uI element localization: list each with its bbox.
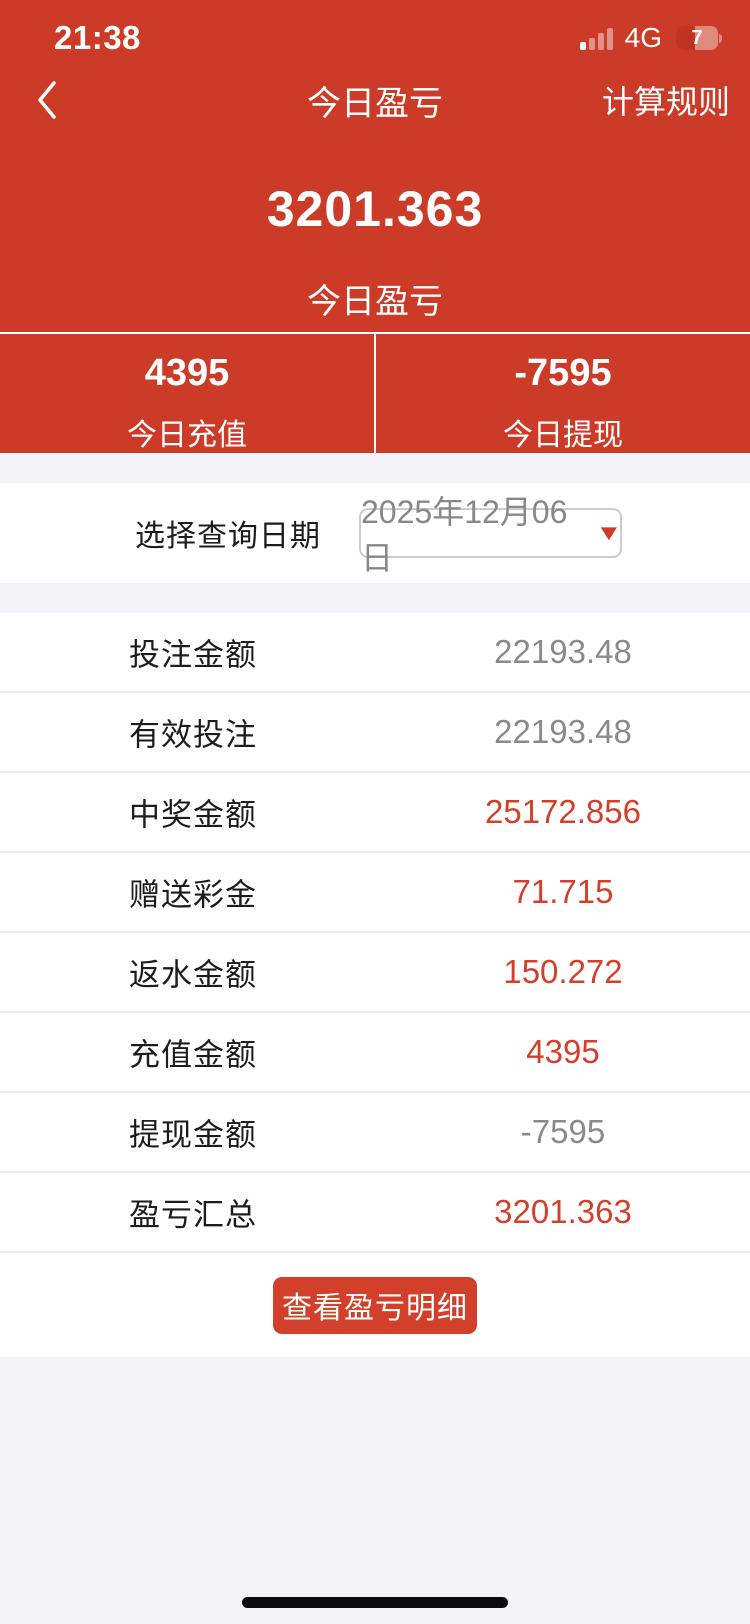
- view-profit-details-button[interactable]: 查看盈亏明细: [273, 1276, 477, 1334]
- row-label: 充值金额: [129, 1037, 257, 1073]
- battery-percent: 7: [691, 26, 703, 49]
- today-deposit-label: 今日充值: [127, 419, 247, 452]
- row-value: 150.272: [503, 953, 623, 990]
- today-deposit-value: 4395: [144, 352, 230, 394]
- today-deposit-cell: 4395 今日充值: [0, 334, 376, 453]
- network-type-label: 4G: [624, 22, 662, 53]
- home-indicator[interactable]: [242, 1597, 508, 1608]
- today-profit-label: 今日盈亏: [307, 283, 443, 321]
- row-value: 22193.48: [494, 633, 632, 670]
- battery-fill: [676, 26, 695, 50]
- today-withdrawal-cell: -7595 今日提现: [376, 334, 750, 453]
- section-divider: [0, 583, 750, 613]
- row-value: -7595: [520, 1113, 606, 1150]
- clock: 21:38: [54, 19, 141, 56]
- back-button[interactable]: [36, 76, 76, 124]
- table-row: 提现金额 -7595: [0, 1093, 750, 1173]
- row-label: 返水金额: [129, 957, 257, 993]
- header: 21:38 4G 7 今日盈亏 计算规则 3201.363 今日盈亏 4395 …: [0, 0, 750, 453]
- nav-bar: 今日盈亏 计算规则: [0, 62, 750, 138]
- today-withdrawal-label: 今日提现: [503, 419, 623, 452]
- selected-date: 2025年12月06日: [361, 494, 568, 576]
- table-row: 赠送彩金 71.715: [0, 853, 750, 933]
- table-row: 返水金额 150.272: [0, 933, 750, 1013]
- row-label: 中奖金额: [129, 797, 257, 833]
- battery-icon: 7: [676, 26, 722, 50]
- button-section: 查看盈亏明细: [0, 1253, 750, 1357]
- today-profit-amount: 3201.363: [266, 181, 484, 237]
- row-value: 71.715: [512, 873, 614, 910]
- signal-strength-icon: [579, 26, 613, 50]
- row-label: 投注金额: [129, 637, 257, 673]
- date-filter-row: 选择查询日期 2025年12月06日 ▼: [0, 483, 750, 583]
- battery-nub: [719, 33, 722, 43]
- status-icons: 4G 7: [579, 22, 722, 54]
- table-row: 中奖金额 25172.856: [0, 773, 750, 853]
- section-divider: [0, 453, 750, 483]
- date-picker-dropdown[interactable]: 2025年12月06日 ▼: [359, 494, 623, 576]
- table-row: 投注金额 22193.48: [0, 613, 750, 693]
- stats-row: 4395 今日充值 -7595 今日提现: [0, 332, 750, 453]
- row-value: 22193.48: [494, 713, 632, 750]
- row-value: 25172.856: [485, 793, 641, 830]
- row-value: 4395: [526, 1033, 600, 1070]
- page-title: 今日盈亏: [307, 84, 443, 123]
- status-bar: 21:38 4G 7: [0, 0, 750, 62]
- row-value: 3201.363: [494, 1193, 632, 1230]
- chevron-left-icon: [38, 81, 56, 119]
- dropdown-arrow-icon: ▼: [595, 520, 623, 545]
- row-label: 提现金额: [129, 1117, 257, 1153]
- today-withdrawal-value: -7595: [514, 352, 612, 394]
- table-row: 充值金额 4395: [0, 1013, 750, 1093]
- date-filter-label: 选择查询日期: [135, 520, 321, 553]
- calculation-rules-link[interactable]: 计算规则: [601, 84, 730, 120]
- row-label: 盈亏汇总: [129, 1197, 257, 1233]
- table-row: 盈亏汇总 3201.363: [0, 1173, 750, 1253]
- row-label: 有效投注: [129, 717, 257, 753]
- row-label: 赠送彩金: [129, 877, 257, 913]
- footer: [0, 1357, 750, 1624]
- table-row: 有效投注 22193.48: [0, 693, 750, 773]
- summary-table: 投注金额 22193.48 有效投注 22193.48 中奖金额 25172.8…: [0, 613, 750, 1253]
